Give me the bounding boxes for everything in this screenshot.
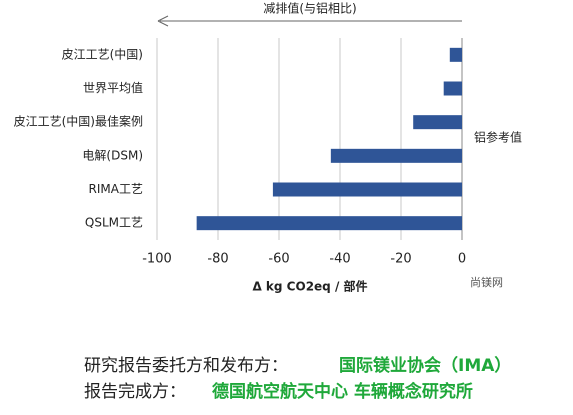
bar xyxy=(272,182,462,197)
bar xyxy=(196,216,462,231)
y-tick-label: 世界平均值 xyxy=(83,80,143,95)
x-tick-label: 0 xyxy=(458,252,466,267)
bar xyxy=(443,81,462,96)
x-tick-label: -80 xyxy=(207,252,228,267)
y-tick-label: 电解(DSM) xyxy=(82,148,143,162)
x-tick-label: -40 xyxy=(329,252,350,267)
x-tick-label: -60 xyxy=(268,252,289,267)
arrow-head xyxy=(157,15,169,27)
bar xyxy=(449,47,462,62)
y-tick-label: RIMA工艺 xyxy=(89,182,143,196)
bar xyxy=(413,115,462,130)
footer-value: 国际镁业协会（IMA） xyxy=(339,355,511,376)
y-tick-label: QSLM工艺 xyxy=(85,216,143,230)
footer-label: 研究报告委托方和发布方： xyxy=(84,356,288,376)
x-tick-label: -20 xyxy=(390,252,411,267)
y-tick-label: 皮江工艺(中国) xyxy=(62,46,143,61)
top-annotation: 减排值(与铝相比) xyxy=(263,1,356,16)
footer-label: 报告完成方： xyxy=(84,382,186,402)
bar xyxy=(330,148,462,163)
footer-value: 德国航空航天中心 车辆概念研究所 xyxy=(212,381,473,402)
x-axis-label: Δ kg CO2eq / 部件 xyxy=(252,279,367,294)
y-tick-label: 皮江工艺(中国)最佳案例 xyxy=(14,114,143,129)
x-tick-label: -100 xyxy=(142,252,172,267)
reference-annotation: 铝参考值 xyxy=(474,130,522,145)
watermark: 尚镁网 xyxy=(470,275,503,289)
